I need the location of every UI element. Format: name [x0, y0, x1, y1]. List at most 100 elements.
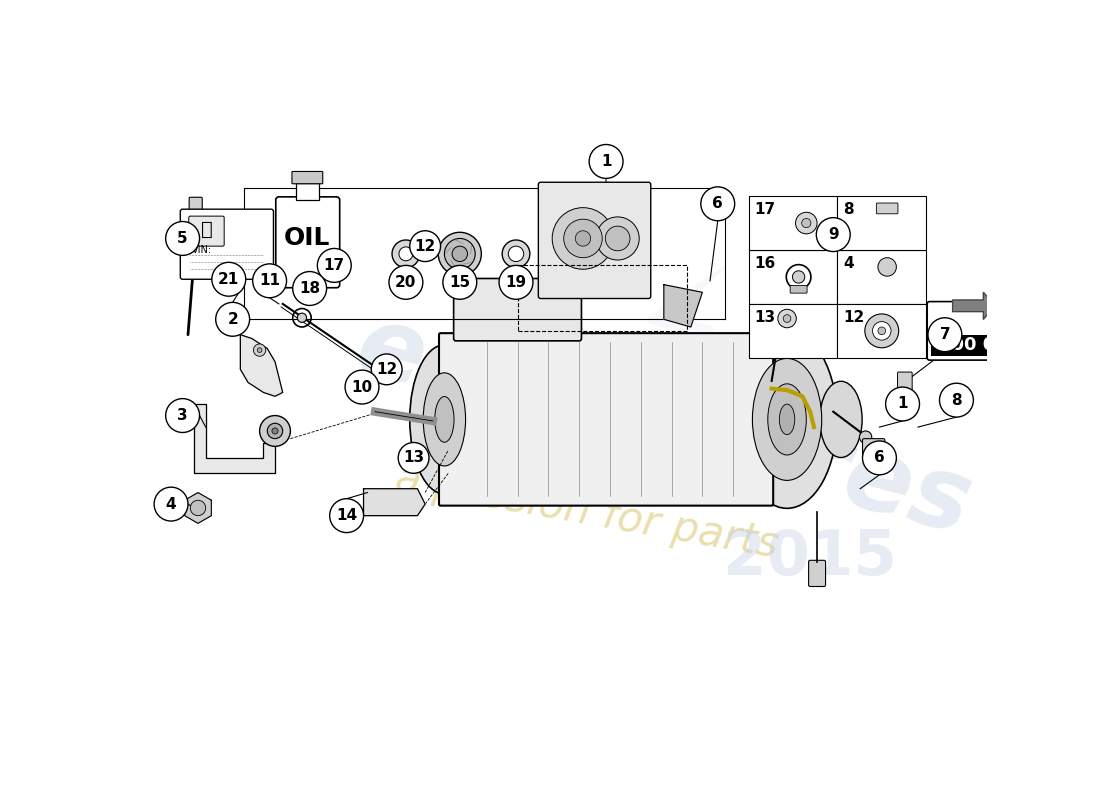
Text: 6: 6 — [713, 196, 723, 211]
FancyBboxPatch shape — [808, 560, 825, 586]
Circle shape — [212, 262, 245, 296]
Circle shape — [795, 212, 817, 234]
Text: eurospares: eurospares — [345, 298, 982, 556]
Circle shape — [216, 302, 250, 336]
Bar — [837, 304, 926, 358]
Circle shape — [253, 344, 266, 356]
Ellipse shape — [752, 358, 822, 480]
FancyBboxPatch shape — [927, 302, 1021, 360]
Circle shape — [389, 266, 422, 299]
Text: 1: 1 — [898, 397, 907, 411]
Polygon shape — [185, 493, 211, 523]
Text: 15: 15 — [449, 275, 471, 290]
Circle shape — [783, 314, 791, 322]
FancyBboxPatch shape — [877, 203, 898, 214]
Circle shape — [502, 240, 530, 268]
Text: 4: 4 — [844, 256, 854, 271]
FancyBboxPatch shape — [898, 372, 912, 391]
Circle shape — [792, 270, 805, 283]
Circle shape — [701, 187, 735, 221]
Bar — [837, 250, 926, 304]
Circle shape — [372, 354, 402, 385]
Circle shape — [452, 246, 468, 262]
Circle shape — [939, 383, 974, 417]
Bar — [749, 304, 837, 358]
Polygon shape — [664, 285, 703, 327]
Text: 13: 13 — [755, 310, 775, 325]
Text: 🐂: 🐂 — [200, 220, 212, 238]
Bar — [517, 266, 686, 331]
Circle shape — [802, 218, 811, 228]
Circle shape — [253, 264, 286, 298]
Circle shape — [398, 442, 429, 474]
Circle shape — [297, 313, 307, 322]
Ellipse shape — [410, 345, 480, 494]
Circle shape — [392, 240, 420, 268]
Ellipse shape — [424, 373, 465, 466]
Circle shape — [444, 238, 475, 270]
Circle shape — [878, 327, 886, 334]
Circle shape — [443, 266, 476, 299]
Polygon shape — [195, 404, 275, 474]
Text: 300 01: 300 01 — [939, 337, 1008, 354]
Text: 16: 16 — [755, 256, 775, 271]
Circle shape — [166, 398, 199, 433]
Circle shape — [190, 500, 206, 516]
FancyBboxPatch shape — [180, 209, 274, 279]
Circle shape — [438, 232, 482, 275]
Circle shape — [399, 247, 412, 261]
Text: 8: 8 — [952, 393, 961, 408]
Polygon shape — [241, 334, 283, 396]
Circle shape — [272, 428, 278, 434]
Circle shape — [605, 226, 630, 250]
Text: 19: 19 — [505, 275, 527, 290]
FancyBboxPatch shape — [453, 278, 582, 341]
Bar — [931, 334, 1016, 356]
Text: 11: 11 — [260, 274, 280, 288]
Circle shape — [816, 218, 850, 251]
Text: 10: 10 — [351, 379, 373, 394]
Text: 1: 1 — [601, 154, 612, 169]
Text: a passion for parts: a passion for parts — [392, 458, 782, 566]
Text: 17: 17 — [755, 202, 775, 218]
Circle shape — [596, 217, 639, 260]
Bar — [749, 250, 837, 304]
Circle shape — [293, 271, 327, 306]
FancyBboxPatch shape — [439, 333, 773, 506]
Text: VIN:: VIN: — [191, 245, 212, 255]
Text: 13: 13 — [403, 450, 425, 466]
Text: 20: 20 — [395, 275, 417, 290]
Circle shape — [872, 322, 891, 340]
Circle shape — [575, 230, 591, 246]
Circle shape — [166, 222, 199, 255]
Circle shape — [590, 145, 623, 178]
FancyBboxPatch shape — [292, 171, 322, 184]
Circle shape — [330, 498, 363, 533]
Circle shape — [862, 441, 896, 475]
Text: ⚡: ⚡ — [620, 261, 738, 424]
Text: OIL: OIL — [284, 226, 330, 250]
Text: 17: 17 — [323, 258, 345, 273]
Circle shape — [778, 310, 796, 328]
Circle shape — [563, 219, 603, 258]
Circle shape — [345, 370, 378, 404]
Text: 12: 12 — [415, 238, 436, 254]
Ellipse shape — [768, 384, 806, 455]
Bar — [749, 196, 837, 250]
Ellipse shape — [779, 404, 795, 434]
FancyBboxPatch shape — [189, 216, 224, 246]
Circle shape — [257, 348, 262, 353]
Circle shape — [552, 208, 614, 270]
Circle shape — [154, 487, 188, 521]
Circle shape — [865, 314, 899, 348]
FancyBboxPatch shape — [189, 198, 202, 217]
Text: 6: 6 — [874, 450, 884, 466]
FancyBboxPatch shape — [790, 286, 807, 293]
Text: 2015: 2015 — [723, 528, 898, 588]
Ellipse shape — [820, 382, 862, 458]
Text: 5: 5 — [177, 231, 188, 246]
Text: 12: 12 — [376, 362, 397, 377]
Text: 21: 21 — [218, 272, 240, 286]
Text: 4: 4 — [166, 497, 176, 512]
Circle shape — [317, 249, 351, 282]
